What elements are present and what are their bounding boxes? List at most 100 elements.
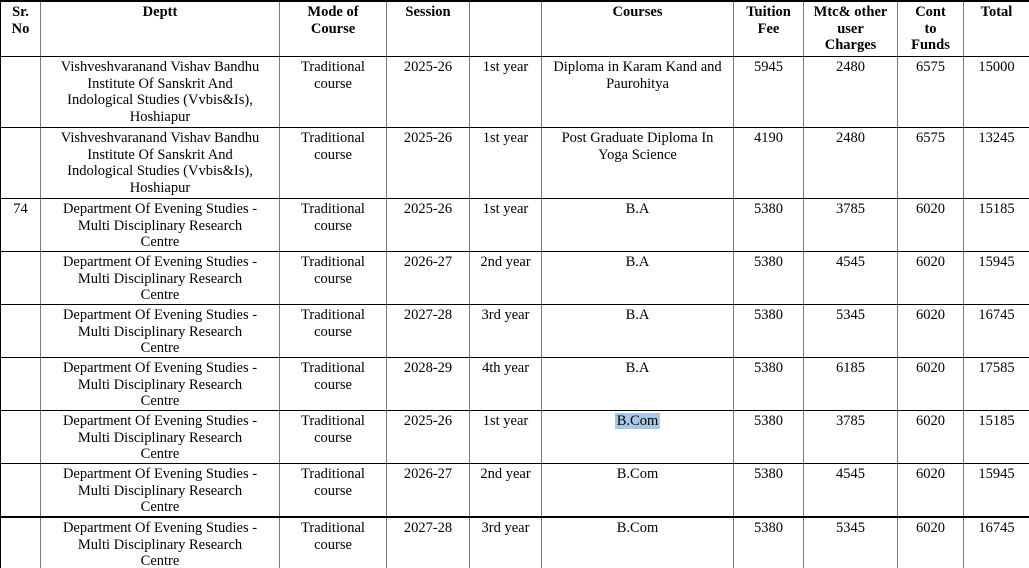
cell-year: 1st year [469,410,542,464]
cell-mode-of-course: Traditional course [279,56,387,128]
cell-course: B.A [541,251,734,305]
cell-deptt: Vishveshvaranand Vishav Bandhu Institute… [40,127,280,199]
cell-course: Post Graduate Diploma In Yoga Science [541,127,734,199]
cell-course: B.A [541,198,734,252]
cell-session: 2027-28 [386,304,470,358]
header-year [469,0,542,57]
cell-year: 2nd year [469,463,542,518]
cell-deptt: Department Of Evening Studies - Multi Di… [40,516,280,568]
header-deptt-label: Deptt [142,4,178,20]
cell-sr-no [0,463,41,518]
header-deptt: Deptt [40,0,280,57]
selected-text[interactable]: B.Com [614,413,661,429]
cell-course: B.A [541,357,734,411]
cell-course: B.Com [541,516,734,568]
header-mtc-charges-label: Mtc& other user Charges [813,4,888,53]
cell-total: 15185 [963,410,1029,464]
cell-mode-of-course: Traditional course [279,463,387,518]
cell-mode-of-course: Traditional course [279,127,387,199]
cell-deptt: Department Of Evening Studies - Multi Di… [40,251,280,305]
cell-mtc-charges: 5345 [803,516,898,568]
cell-session: 2026-27 [386,251,470,305]
cell-cont-funds: 6575 [897,127,964,199]
cell-sr-no [0,251,41,305]
cell-session: 2025-26 [386,410,470,464]
header-cont-to-funds: Cont to Funds [897,0,964,57]
table-body: Vishveshvaranand Vishav Bandhu Institute… [0,56,1029,568]
cell-total: 16745 [963,304,1029,358]
table-row: 74 Department Of Evening Studies - Multi… [0,198,1029,252]
table-row: Vishveshvaranand Vishav Bandhu Institute… [0,56,1029,128]
cell-session: 2025-26 [386,127,470,199]
cell-year: 2nd year [469,251,542,305]
header-session-label: Session [405,4,451,20]
cell-mtc-charges: 3785 [803,198,898,252]
cell-tuition-fee: 5380 [733,463,804,518]
cell-mtc-charges: 3785 [803,410,898,464]
cell-course: B.A [541,304,734,358]
cell-sr-no [0,304,41,358]
cell-mtc-charges: 6185 [803,357,898,411]
cell-tuition-fee: 4190 [733,127,804,199]
cell-sr-no [0,410,41,464]
cell-mode-of-course: Traditional course [279,198,387,252]
cell-total: 13245 [963,127,1029,199]
header-tuition-fee: Tuition Fee [733,0,804,57]
cell-year: 4th year [469,357,542,411]
cell-mode-of-course: Traditional course [279,304,387,358]
cell-total: 15185 [963,198,1029,252]
header-total-label: Total [980,4,1013,20]
cell-sr-no [0,127,41,199]
cell-session: 2026-27 [386,463,470,518]
cell-deptt: Vishveshvaranand Vishav Bandhu Institute… [40,56,280,128]
cell-course: B.Com [541,410,734,464]
table-row: Department Of Evening Studies - Multi Di… [0,516,1029,568]
cell-deptt: Department Of Evening Studies - Multi Di… [40,357,280,411]
cell-tuition-fee: 5380 [733,516,804,568]
cell-tuition-fee: 5945 [733,56,804,128]
cell-sr-no [0,516,41,568]
cell-course: Diploma in Karam Kand and Paurohitya [541,56,734,128]
cell-cont-funds: 6020 [897,251,964,305]
cell-cont-funds: 6020 [897,304,964,358]
cell-mode-of-course: Traditional course [279,410,387,464]
cell-session: 2025-26 [386,56,470,128]
table-row: Department Of Evening Studies - Multi Di… [0,463,1029,518]
cell-mtc-charges: 2480 [803,56,898,128]
cell-total: 16745 [963,516,1029,568]
header-total: Total [963,0,1029,57]
cell-cont-funds: 6020 [897,516,964,568]
cell-cont-funds: 6020 [897,198,964,252]
header-row: Sr. No Deptt Mode of Course Session Cour… [0,0,1029,57]
cell-year: 1st year [469,198,542,252]
cell-session: 2028-29 [386,357,470,411]
header-courses: Courses [541,0,734,57]
header-courses-label: Courses [612,4,663,20]
cell-tuition-fee: 5380 [733,410,804,464]
cell-total: 15945 [963,463,1029,518]
header-mtc-charges: Mtc& other user Charges [803,0,898,57]
header-cont-to-funds-label: Cont to Funds [911,4,950,53]
cell-mtc-charges: 2480 [803,127,898,199]
cell-deptt: Department Of Evening Studies - Multi Di… [40,304,280,358]
header-mode-of-course-label: Mode of Course [307,4,359,37]
cell-cont-funds: 6575 [897,56,964,128]
cell-cont-funds: 6020 [897,463,964,518]
header-session: Session [386,0,470,57]
cell-tuition-fee: 5380 [733,304,804,358]
table-row: Vishveshvaranand Vishav Bandhu Institute… [0,127,1029,199]
table-row: Department Of Evening Studies - Multi Di… [0,304,1029,358]
cell-sr-no [0,56,41,128]
cell-mtc-charges: 5345 [803,304,898,358]
cell-tuition-fee: 5380 [733,198,804,252]
cell-year: 3rd year [469,516,542,568]
table-row: Department Of Evening Studies - Multi Di… [0,410,1029,464]
cell-mode-of-course: Traditional course [279,251,387,305]
cell-total: 15945 [963,251,1029,305]
cell-cont-funds: 6020 [897,410,964,464]
cell-sr-no: 74 [0,198,41,252]
table-row: Department Of Evening Studies - Multi Di… [0,357,1029,411]
cell-mtc-charges: 4545 [803,251,898,305]
